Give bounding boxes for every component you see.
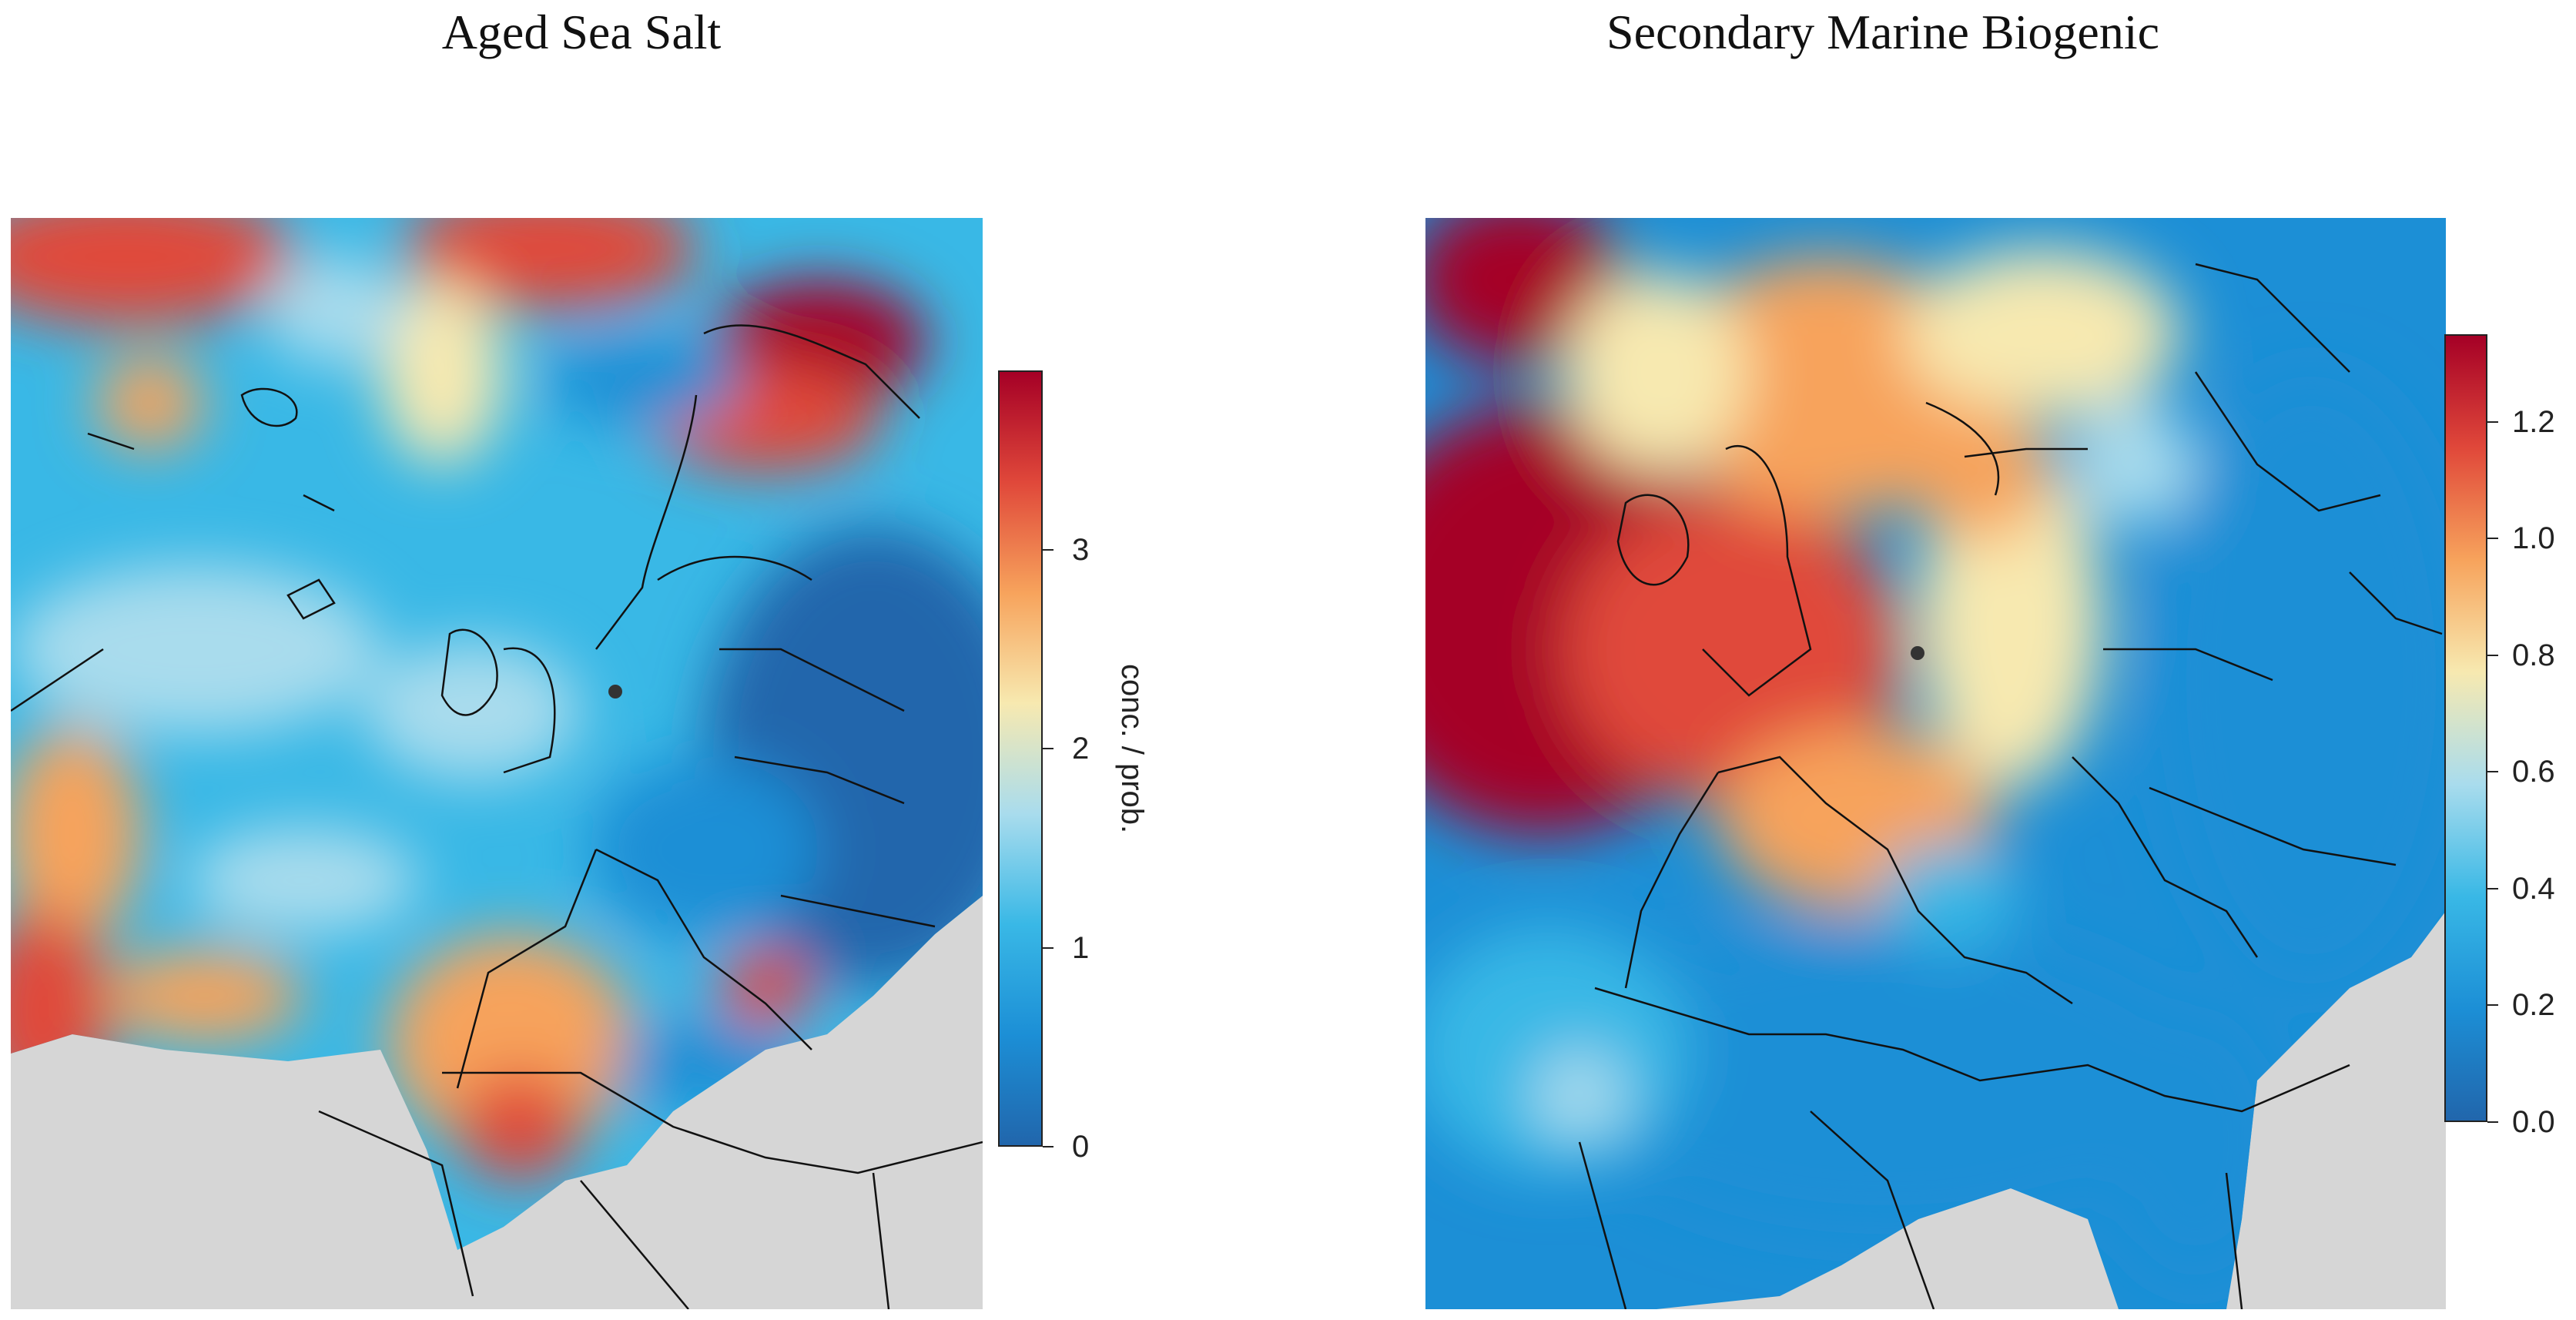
colorbar-tick-label: 0.8	[2512, 638, 2555, 672]
field-blob	[2157, 372, 2446, 988]
field-blob	[1425, 218, 1626, 364]
right-map-title: Secondary Marine Biogenic	[1606, 5, 2159, 59]
colorbar-tick-label: 1.0	[2512, 521, 2555, 556]
field-blob	[457, 1073, 581, 1181]
colorbar-tick-label: 3	[1072, 532, 1090, 567]
colorbar-tick	[1043, 748, 1054, 750]
receptor-site-marker	[1911, 646, 1924, 660]
colorbar-tick	[1043, 946, 1054, 949]
aged-sea-salt-colorbar	[998, 370, 1043, 1147]
field-blob	[1564, 272, 1749, 472]
field-blob	[1903, 249, 2180, 418]
colorbar-tick-label: 0.0	[2512, 1105, 2555, 1139]
field-blob	[1911, 403, 2049, 541]
colorbar-tick	[1043, 1146, 1054, 1147]
colorbar-tick	[2487, 771, 2498, 773]
field-blob	[388, 934, 635, 1150]
colorbar-tick-label: 0.4	[2512, 871, 2555, 906]
field-blob	[11, 218, 296, 326]
field-blob	[2072, 403, 2196, 526]
field-blob	[2103, 1003, 2288, 1281]
left-map-title: Aged Sea Salt	[441, 5, 722, 59]
aged-sea-salt-map	[11, 218, 983, 1309]
coastlines	[1578, 263, 2443, 1309]
field-blob	[542, 333, 742, 426]
colorbar-tick-label: 1.2	[2512, 404, 2555, 439]
receptor-site-marker	[608, 685, 622, 699]
field-blob	[11, 726, 142, 942]
field-blob	[11, 565, 380, 734]
colorbar-tick	[2487, 654, 2498, 656]
field-blob	[1564, 926, 2211, 1235]
field-blob	[188, 826, 419, 934]
colorbar-tick-label: 0	[1072, 1130, 1090, 1164]
colorbar-tick	[2487, 1004, 2498, 1007]
field-blob	[103, 950, 303, 1042]
colorbar-tick	[2487, 887, 2498, 889]
colorbar-tick	[1043, 548, 1054, 551]
field-blob	[365, 642, 581, 780]
colorbar-tick-label: 2	[1072, 732, 1090, 766]
field-blob	[265, 256, 404, 364]
colorbar-tick-label: 1	[1072, 930, 1090, 965]
colorbar-tick	[2487, 538, 2498, 540]
field-blob	[611, 1019, 796, 1111]
field-blob	[95, 357, 203, 449]
field-blob	[588, 757, 819, 942]
field-blob	[1564, 495, 1903, 803]
coastlines	[11, 324, 983, 1309]
colorbar-tick-label: 0.6	[2512, 755, 2555, 789]
field-blob	[1533, 1050, 1626, 1142]
field-blob	[380, 280, 504, 464]
secondary-marine-biogenic-colorbar	[2444, 334, 2487, 1122]
colorbar-tick	[2487, 1121, 2498, 1123]
colorbar-tick-label: 0.2	[2512, 988, 2555, 1023]
secondary-marine-biogenic-map	[1425, 218, 2446, 1309]
colorbar-axis-label: conc. / prob.	[1115, 664, 1149, 834]
field-blob	[719, 950, 812, 1027]
field-blob	[404, 218, 696, 310]
field-blob	[1880, 842, 2018, 950]
colorbar-tick	[2487, 420, 2498, 423]
